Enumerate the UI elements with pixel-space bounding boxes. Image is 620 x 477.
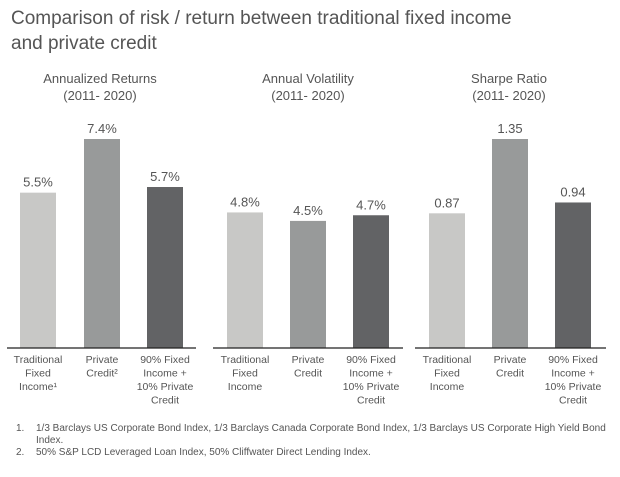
- panel-sharpe: 0.87 Traditional Fixed Income 1.35 Private Cre…: [415, 121, 606, 407]
- data-label: 7.4%: [87, 121, 117, 136]
- footnote-text: 50% S&P LCD Leveraged Loan Index, 50% Cl…: [36, 447, 371, 458]
- category-label: Traditional Fixed Income: [221, 354, 270, 393]
- data-label: 4.8%: [230, 194, 260, 209]
- bar: [429, 213, 465, 348]
- bar: [290, 220, 326, 348]
- bar: [353, 215, 389, 348]
- data-label: 0.87: [434, 195, 459, 210]
- bar: [84, 139, 120, 348]
- bar: [492, 139, 528, 348]
- category-label: Traditional Fixed Income: [423, 354, 472, 393]
- footnote-number: 1.: [16, 423, 25, 434]
- panel-subtitle-text: (2011- 2020): [271, 88, 345, 103]
- panel-volatility: 4.8% Traditional Fixed Income 4.5% Private Cre…: [213, 194, 403, 407]
- panel-title-volatility: Annual Volatility (2011- 2020): [218, 70, 398, 104]
- category-label: Traditional Fixed Income¹: [14, 354, 63, 393]
- footnote-number: 2.: [16, 447, 25, 458]
- panel-title-returns: Annualized Returns (2011- 2020): [10, 70, 190, 104]
- bar: [555, 202, 591, 348]
- bar: [227, 212, 263, 348]
- bar-charts: 5.5% Traditional Fixed Income¹ 7.4% Private Cr…: [7, 121, 606, 407]
- footnote-2: 2. 50% S&P LCD Leveraged Loan Index, 50%…: [16, 447, 616, 459]
- data-label: 5.7%: [150, 169, 180, 184]
- category-label: 90% Fixed Income +10% Private Credit: [343, 354, 400, 407]
- chart-title-line-1: Comparison of risk / return between trad…: [11, 8, 512, 29]
- footnotes: 1. 1/3 Barclays US Corporate Bond Index,…: [16, 423, 616, 459]
- data-label: 1.35: [497, 121, 522, 136]
- panel-title-text: Sharpe Ratio: [471, 71, 547, 86]
- bar: [20, 192, 56, 348]
- category-label: Private Credit²: [86, 354, 119, 380]
- data-label: 4.5%: [293, 203, 323, 218]
- category-label: 90% Fixed Income +10% Private Credit: [545, 354, 602, 407]
- chart-title-line-2: and private credit: [11, 33, 157, 54]
- panel-subtitle-text: (2011- 2020): [63, 88, 137, 103]
- category-label: Private Credit: [292, 354, 325, 380]
- bar: [147, 187, 183, 348]
- category-label: 90% Fixed Income +10% Private Credit: [137, 354, 194, 407]
- footnote-text: 1/3 Barclays US Corporate Bond Index, 1/…: [36, 423, 606, 446]
- data-label: 0.94: [560, 184, 585, 199]
- category-label: Private Credit: [494, 354, 527, 380]
- data-label: 4.7%: [356, 197, 386, 212]
- panel-returns: 5.5% Traditional Fixed Income¹ 7.4% Private Cr…: [7, 121, 196, 407]
- chart-title: Comparison of risk / return between trad…: [11, 6, 611, 56]
- panel-title-text: Annualized Returns: [43, 71, 157, 86]
- footnote-1: 1. 1/3 Barclays US Corporate Bond Index,…: [16, 423, 616, 447]
- panel-subtitle-text: (2011- 2020): [472, 88, 546, 103]
- panel-title-text: Annual Volatility: [262, 71, 354, 86]
- data-label: 5.5%: [23, 175, 53, 190]
- panel-title-sharpe: Sharpe Ratio (2011- 2020): [419, 70, 599, 104]
